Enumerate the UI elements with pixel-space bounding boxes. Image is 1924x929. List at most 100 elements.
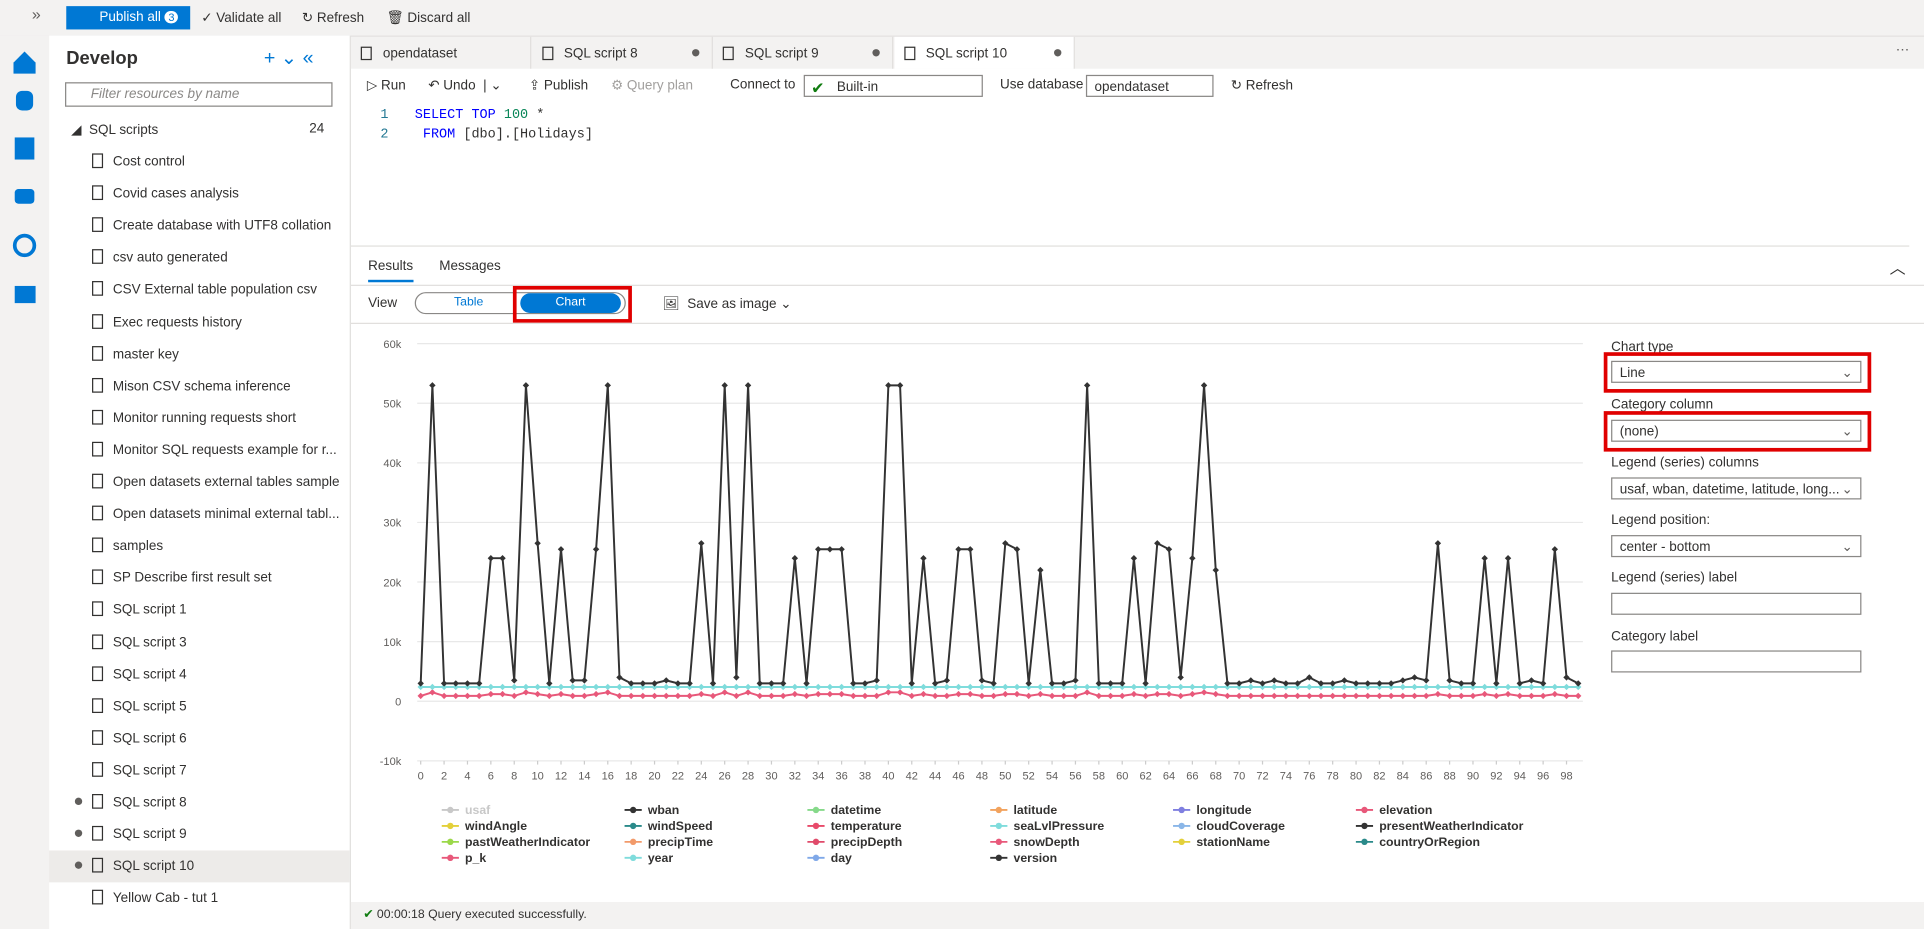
chart-type-select[interactable]: Line ⌄	[1611, 360, 1862, 383]
script-icon	[92, 697, 104, 713]
point	[967, 683, 974, 691]
collapse[interactable]: ︿	[1889, 258, 1906, 278]
point	[698, 683, 705, 691]
script-icon	[92, 409, 104, 425]
script-item[interactable]: SQL script 5	[49, 691, 350, 723]
database-select[interactable]: opendataset	[1085, 74, 1214, 97]
point	[1235, 680, 1243, 687]
value: usaf, wban, datetime, latitude, long...	[1619, 482, 1840, 498]
point	[1306, 692, 1313, 700]
legend-marker	[995, 806, 1003, 814]
table-option[interactable]: Table	[454, 295, 484, 310]
integrate-icon[interactable]	[14, 188, 35, 204]
script-item[interactable]: Monitor SQL requests example for r...	[49, 434, 350, 466]
point	[511, 692, 518, 700]
sidebar-actions[interactable]: + ⌄ «	[263, 47, 314, 69]
label: Validate all	[216, 11, 282, 26]
monitor-icon[interactable]	[12, 233, 37, 258]
script-item[interactable]: CSV External table population csv	[49, 274, 350, 306]
point	[1528, 677, 1535, 684]
legend-label: pastWeatherIndicator	[465, 835, 590, 849]
script-item[interactable]: SP Describe first result set	[49, 562, 350, 594]
refresh-all[interactable]: ↻ Refresh	[301, 11, 365, 26]
script-item[interactable]: SQL script 9	[49, 819, 350, 851]
point	[1539, 680, 1547, 687]
point	[1481, 683, 1488, 691]
point	[1563, 683, 1570, 691]
script-item[interactable]: SQL script 6	[49, 723, 350, 755]
save-as-image[interactable]: 🖼 Save as image ⌄	[662, 296, 792, 312]
legend-position-select[interactable]: center - bottom ⌄	[1611, 535, 1862, 558]
script-item[interactable]: Exec requests history	[49, 306, 350, 338]
develop-icon[interactable]	[14, 137, 35, 160]
category-column-select[interactable]: (none) ⌄	[1611, 419, 1862, 442]
point	[861, 680, 869, 687]
script-item[interactable]: SQL script 8	[49, 787, 350, 819]
point	[1130, 683, 1138, 691]
chart-option[interactable]: Chart	[520, 293, 621, 313]
publish-all-button[interactable]: Publish all 3	[66, 6, 191, 30]
connection-select[interactable]: ✔ Built-in	[803, 74, 983, 97]
section-header[interactable]: ◢ SQL scripts	[71, 122, 159, 138]
results-tab[interactable]: Results	[368, 259, 414, 283]
legend-marker	[995, 854, 1003, 862]
point	[651, 692, 658, 700]
script-item[interactable]: SQL script 7	[49, 755, 350, 787]
script-item[interactable]: Yellow Cab - tut 1	[49, 883, 350, 915]
script-name: SQL script 6	[112, 731, 187, 746]
point	[1177, 683, 1184, 691]
x-tick-label: 10	[531, 770, 543, 782]
code-line: SELECT TOP 100 *	[415, 108, 545, 123]
point	[1399, 692, 1407, 700]
publish[interactable]: ⇪ Publish	[528, 78, 589, 94]
point	[1423, 683, 1430, 691]
script-item[interactable]: SQL script 1	[49, 594, 350, 626]
tab[interactable]: SQL script 9	[713, 36, 894, 69]
point	[1528, 692, 1535, 700]
script-item[interactable]: master key	[49, 338, 350, 370]
category-label-input[interactable]	[1611, 650, 1862, 673]
script-name: CSV External table population csv	[112, 282, 317, 298]
script-item[interactable]: Open datasets external tables sample	[49, 466, 350, 498]
messages-tab[interactable]: Messages	[439, 258, 501, 274]
script-item[interactable]: csv auto generated	[49, 242, 350, 274]
point	[534, 540, 541, 547]
legend-columns-select[interactable]: usaf, wban, datetime, latitude, long... ⌄	[1611, 477, 1862, 500]
home-icon[interactable]	[13, 51, 36, 74]
x-tick-label: 48	[976, 770, 988, 782]
script-item[interactable]: SQL script 3	[49, 626, 350, 658]
discard-all[interactable]: 🗑 Discard all	[386, 11, 471, 26]
point	[639, 680, 647, 687]
script-item[interactable]: SQL script 4	[49, 659, 350, 691]
tab[interactable]: SQL script 8	[532, 36, 713, 69]
script-item[interactable]: SQL script 10	[49, 850, 350, 883]
script-item[interactable]: Mison CSV schema inference	[49, 370, 350, 402]
script-item[interactable]: Cost control	[49, 146, 350, 178]
script-item[interactable]: Open datasets minimal external tabl...	[49, 498, 350, 530]
modified-dot	[74, 861, 83, 870]
legend-label-input[interactable]	[1611, 592, 1862, 615]
script-name: SQL script 1	[112, 603, 187, 618]
point	[1271, 683, 1278, 691]
run[interactable]: ▷ Run	[366, 78, 406, 94]
code-editor[interactable]: 1 SELECT TOP 100 * 2 FROM [dbo].[Holidays]	[350, 104, 1910, 247]
point	[1294, 692, 1301, 700]
tab[interactable]: SQL script 10	[893, 36, 1075, 69]
tab[interactable]: opendataset	[351, 36, 532, 69]
undo[interactable]: ↶ Undo | ⌄	[428, 78, 502, 94]
value: (none)	[1619, 424, 1659, 440]
validate-all[interactable]: ✓ Validate all	[201, 11, 282, 26]
script-item[interactable]: samples	[49, 530, 350, 562]
data-icon[interactable]	[15, 90, 34, 111]
manage-icon[interactable]	[14, 285, 36, 304]
point	[826, 546, 834, 553]
point	[1224, 680, 1231, 687]
script-item[interactable]: Monitor running requests short	[49, 402, 350, 434]
filter-input[interactable]: Filter resources by name	[65, 82, 333, 107]
refresh[interactable]: ↻ Refresh	[1230, 78, 1294, 94]
expand[interactable]: »	[31, 4, 41, 24]
script-item[interactable]: Covid cases analysis	[49, 178, 350, 210]
more[interactable]: ⋯	[1895, 42, 1910, 58]
script-item[interactable]: Create database with UTF8 collation	[49, 210, 350, 242]
